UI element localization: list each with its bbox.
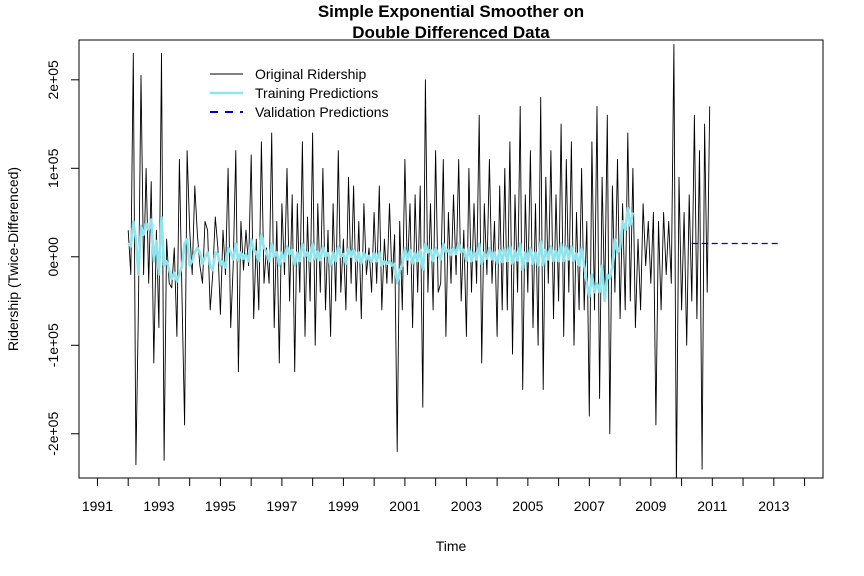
y-tick-label: 0e+00 bbox=[45, 237, 61, 277]
y-axis: -2e+05 -1e+05 0e+00 1e+05 2e+05 bbox=[45, 60, 79, 456]
series-line-original-ridership bbox=[127, 43, 711, 478]
x-axis-label: Time bbox=[436, 538, 467, 554]
y-tick-label: -1e+05 bbox=[45, 323, 61, 367]
legend: Original Ridership Training Predictions Va… bbox=[210, 66, 389, 120]
x-tick-label: 2013 bbox=[758, 498, 789, 514]
chart-title-line1: Simple Exponential Smoother on bbox=[318, 2, 584, 21]
y-tick-label: -2e+05 bbox=[45, 412, 61, 456]
x-tick-label: 1995 bbox=[205, 498, 236, 514]
y-axis-label: Ridership (Twice-Differenced) bbox=[5, 167, 21, 351]
x-tick-label: 1993 bbox=[143, 498, 174, 514]
x-tick-label: 2003 bbox=[451, 498, 482, 514]
y-tick-label: 2e+05 bbox=[45, 60, 61, 100]
plot-lines bbox=[127, 43, 782, 478]
x-tick-label: 1997 bbox=[266, 498, 297, 514]
x-tick-label: 2001 bbox=[389, 498, 420, 514]
x-tick-label: 2011 bbox=[697, 498, 727, 514]
x-axis: 1991 1993 1995 1997 1999 2001 2003 2005 2007 2009… bbox=[82, 478, 806, 514]
x-tick-label: 2005 bbox=[512, 498, 543, 514]
x-tick-label: 2007 bbox=[574, 498, 605, 514]
plot-frame bbox=[78, 39, 824, 479]
legend-label: Training Predictions bbox=[255, 85, 378, 101]
x-tick-label: 2009 bbox=[635, 498, 666, 514]
y-tick-label: 1e+05 bbox=[45, 148, 61, 188]
legend-label: Validation Predictions bbox=[255, 104, 389, 120]
legend-label: Original Ridership bbox=[255, 66, 366, 82]
series-line-training-predictions bbox=[127, 206, 635, 303]
x-tick-label: 1991 bbox=[82, 498, 113, 514]
x-tick-label: 1999 bbox=[328, 498, 359, 514]
chart-title-line2: Double Differenced Data bbox=[352, 23, 550, 42]
